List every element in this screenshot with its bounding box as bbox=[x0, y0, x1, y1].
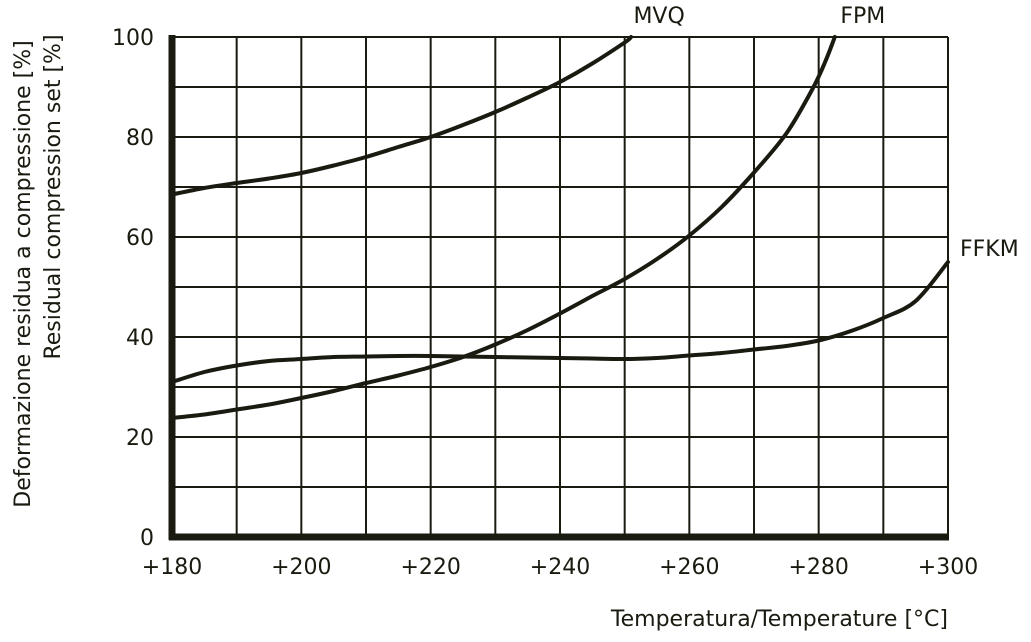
series-line-ffkm bbox=[170, 260, 950, 384]
curves bbox=[170, 35, 950, 420]
x-tick-label: +300 bbox=[918, 555, 978, 580]
series-label-ffkm: FFKM bbox=[960, 237, 1019, 262]
axes bbox=[168, 35, 949, 541]
x-tick-label: +200 bbox=[271, 555, 331, 580]
series-label-fpm: FPM bbox=[840, 4, 885, 29]
x-tick-label: +260 bbox=[659, 555, 719, 580]
y-tick-label: 0 bbox=[140, 526, 154, 551]
x-tick-label: +240 bbox=[530, 555, 590, 580]
y-tick-label: 40 bbox=[126, 326, 154, 351]
x-tick-label: +180 bbox=[142, 555, 202, 580]
y-tick-label: 60 bbox=[126, 226, 154, 251]
series-label-mvq: MVQ bbox=[633, 4, 684, 29]
series-line-fpm bbox=[170, 35, 837, 420]
x-tick-label: +220 bbox=[400, 555, 460, 580]
y-tick-label: 100 bbox=[112, 26, 154, 51]
series-line-mvq bbox=[170, 35, 634, 197]
series-labels: MVQ FPM FFKM bbox=[633, 4, 1018, 262]
x-axis-title: Temperatura/Temperature [°C] bbox=[610, 607, 948, 632]
y-tick-label: 20 bbox=[126, 426, 154, 451]
y-tick-labels: 0 20 40 60 80 100 bbox=[112, 26, 154, 551]
y-tick-label: 80 bbox=[126, 126, 154, 151]
y-axis-title-line-2: Residual compression set [%] bbox=[41, 34, 66, 359]
x-tick-label: +280 bbox=[788, 555, 848, 580]
grid bbox=[171, 36, 949, 538]
x-tick-labels: +180 +200 +220 +240 +260 +280 +300 bbox=[142, 555, 978, 580]
y-axis-title-line-1: Deformazione residua a compressione [%] bbox=[11, 40, 36, 507]
